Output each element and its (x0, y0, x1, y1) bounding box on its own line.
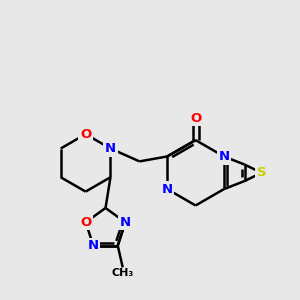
Text: O: O (80, 128, 91, 141)
Text: CH₃: CH₃ (112, 268, 134, 278)
Text: N: N (105, 142, 116, 155)
Text: N: N (162, 183, 173, 196)
Text: N: N (120, 216, 131, 229)
Text: O: O (80, 216, 92, 229)
Text: N: N (218, 150, 230, 163)
Text: S: S (257, 166, 266, 179)
Text: N: N (88, 239, 99, 252)
Text: O: O (190, 112, 201, 125)
